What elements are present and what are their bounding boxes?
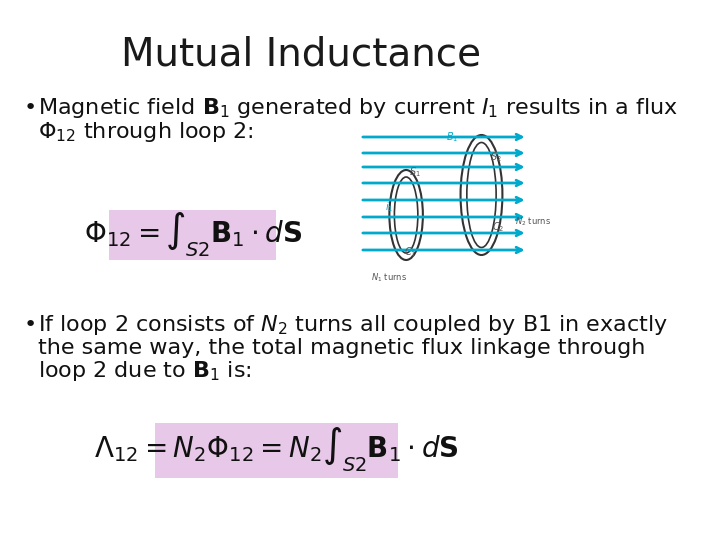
Text: •: • [24, 98, 37, 118]
Text: loop 2 due to $\mathbf{B}_1$ is:: loop 2 due to $\mathbf{B}_1$ is: [37, 359, 251, 383]
Text: the same way, the total magnetic flux linkage through: the same way, the total magnetic flux li… [37, 338, 645, 358]
Text: $N_2$ turns: $N_2$ turns [515, 216, 551, 228]
FancyBboxPatch shape [155, 422, 397, 477]
Text: $S_1$: $S_1$ [408, 165, 420, 179]
Text: $B_1$: $B_1$ [446, 130, 459, 144]
Text: •: • [24, 315, 37, 335]
Text: Magnetic field $\mathbf{B}_1$ generated by current $\mathit{I}_1$ results in a f: Magnetic field $\mathbf{B}_1$ generated … [37, 96, 678, 120]
Text: $\Lambda_{12} = N_2\Phi_{12} = N_2\int_{S2} \mathbf{B}_1 \cdot d\mathbf{S}$: $\Lambda_{12} = N_2\Phi_{12} = N_2\int_{… [94, 426, 459, 474]
Text: $\Phi_{12}$ through loop 2:: $\Phi_{12}$ through loop 2: [37, 120, 253, 144]
Text: $i_1$: $i_1$ [385, 200, 394, 214]
Text: $\Phi_{12} = \int_{S2} \mathbf{B}_1 \cdot d\mathbf{S}$: $\Phi_{12} = \int_{S2} \mathbf{B}_1 \cdo… [84, 211, 302, 259]
Text: $C_2$: $C_2$ [492, 220, 505, 234]
Text: $C_1$: $C_1$ [404, 245, 416, 259]
Text: Mutual Inductance: Mutual Inductance [122, 36, 482, 74]
FancyBboxPatch shape [109, 210, 276, 260]
Text: $S_2$: $S_2$ [490, 150, 502, 164]
Text: $N_1$ turns: $N_1$ turns [372, 271, 408, 284]
Text: If loop 2 consists of $N_2$ turns all coupled by B1 in exactly: If loop 2 consists of $N_2$ turns all co… [37, 313, 667, 337]
